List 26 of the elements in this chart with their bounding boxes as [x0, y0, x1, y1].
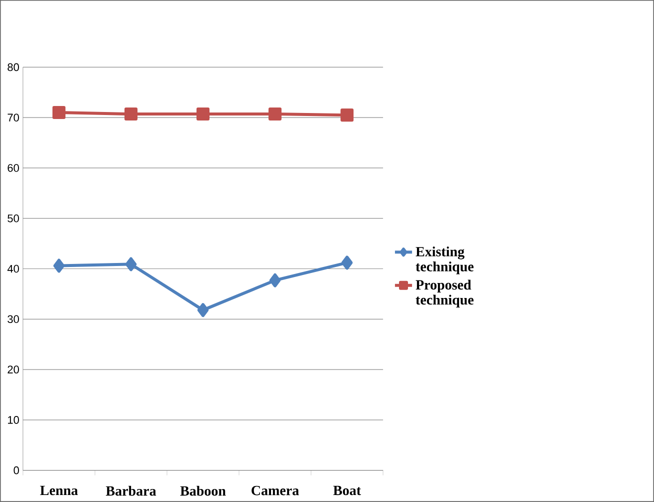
point [340, 108, 354, 122]
y-tick-label: 40 [7, 264, 19, 273]
point [52, 106, 66, 120]
y-tick-label: 60 [8, 164, 19, 172]
point [53, 258, 65, 273]
point [268, 108, 282, 121]
y-tick-label: 70 [8, 114, 19, 122]
x-tick-label: Boat [333, 486, 361, 496]
x-tick-label: Barbara [106, 486, 156, 496]
x-tick-label: Lenna [40, 486, 78, 496]
point [341, 256, 353, 270]
legend-label: Existing technique [416, 246, 474, 274]
y-tick-label: 10 [8, 416, 19, 424]
point [269, 273, 281, 288]
point [197, 303, 209, 318]
y-tick-label: 0 [14, 466, 19, 474]
y-tick-label: 50 [8, 214, 19, 222]
x-tick-label: Baboon [180, 486, 226, 496]
point [196, 108, 210, 121]
point [125, 257, 137, 272]
y-tick-label: 30 [8, 315, 19, 324]
y-tick-label: 20 [8, 366, 19, 374]
x-tick-label: Camera [252, 486, 299, 496]
point [124, 108, 138, 121]
y-tick-label: 80 [8, 63, 19, 72]
legend-label: Proposed technique [416, 280, 474, 308]
